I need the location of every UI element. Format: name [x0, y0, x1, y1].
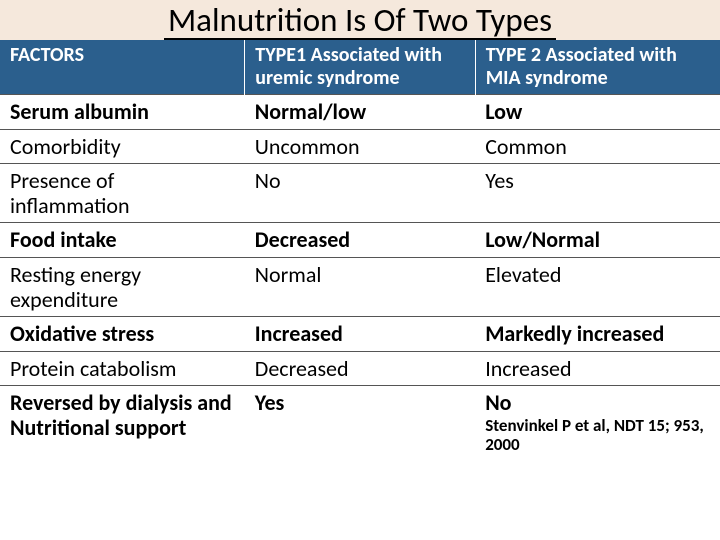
page-title: Malnutrition Is Of Two Types	[164, 2, 556, 40]
cell-factor: Presence of inflammation	[0, 163, 245, 223]
title-bar: Malnutrition Is Of Two Types	[0, 0, 720, 40]
cell-factor: Serum albumin	[0, 95, 245, 129]
cell-text: No	[485, 389, 511, 416]
cell-type1: Yes	[245, 385, 475, 458]
cell-factor: Oxidative stress	[0, 317, 245, 351]
cell-type1: Normal	[245, 257, 475, 317]
col-header-type2: TYPE 2 Associated with MIA syndrome	[475, 40, 720, 95]
cell-type2: Low	[475, 95, 720, 129]
table-row: Oxidative stress Increased Markedly incr…	[0, 317, 720, 351]
cell-type2: Markedly increased	[475, 317, 720, 351]
cell-factor: Resting energy expenditure	[0, 257, 245, 317]
cell-type2: Low/Normal	[475, 223, 720, 257]
citation: Stenvinkel P et al, NDT 15; 953, 2000	[485, 417, 710, 454]
cell-type1: Increased	[245, 317, 475, 351]
table-row: Resting energy expenditure Normal Elevat…	[0, 257, 720, 317]
table-row: Reversed by dialysis and Nutritional sup…	[0, 385, 720, 458]
cell-factor: Reversed by dialysis and Nutritional sup…	[0, 385, 245, 458]
cell-factor: Comorbidity	[0, 129, 245, 163]
table-row: Comorbidity Uncommon Common	[0, 129, 720, 163]
col-header-type1: TYPE1 Associated with uremic syndrome	[245, 40, 475, 95]
cell-type1: Decreased	[245, 351, 475, 385]
table-row: Presence of inflammation No Yes	[0, 163, 720, 223]
cell-factor: Food intake	[0, 223, 245, 257]
table-header-row: FACTORS TYPE1 Associated with uremic syn…	[0, 40, 720, 95]
col-header-factors: FACTORS	[0, 40, 245, 95]
cell-type1: Decreased	[245, 223, 475, 257]
cell-type2: Increased	[475, 351, 720, 385]
cell-type1: Uncommon	[245, 129, 475, 163]
cell-type1: No	[245, 163, 475, 223]
comparison-table: FACTORS TYPE1 Associated with uremic syn…	[0, 40, 720, 458]
table-body: Serum albumin Normal/low Low Comorbidity…	[0, 95, 720, 459]
table-row: Protein catabolism Decreased Increased	[0, 351, 720, 385]
cell-type2: Elevated	[475, 257, 720, 317]
table-row: Food intake Decreased Low/Normal	[0, 223, 720, 257]
cell-type1: Normal/low	[245, 95, 475, 129]
cell-type2: Yes	[475, 163, 720, 223]
cell-type2: No Stenvinkel P et al, NDT 15; 953, 2000	[475, 385, 720, 458]
cell-type2: Common	[475, 129, 720, 163]
cell-factor: Protein catabolism	[0, 351, 245, 385]
table-row: Serum albumin Normal/low Low	[0, 95, 720, 129]
